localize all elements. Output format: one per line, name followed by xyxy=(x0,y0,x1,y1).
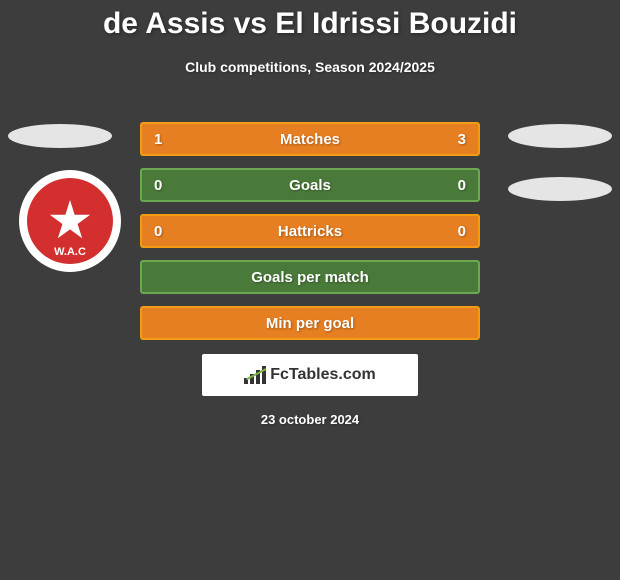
player1-club-emblem-2: W.A.C xyxy=(19,170,121,272)
player2-club-emblem-placeholder-1 xyxy=(508,124,612,148)
page-title: de Assis vs El Idrissi Bouzidi xyxy=(0,0,620,41)
stat-label: Hattricks xyxy=(278,223,342,240)
stat-label: Goals per match xyxy=(251,269,369,286)
stat-left-value: 0 xyxy=(154,223,162,240)
star-icon xyxy=(49,200,91,242)
stat-right-value: 0 xyxy=(458,177,466,194)
stat-row-goals: 0 Goals 0 xyxy=(140,168,480,202)
subtitle: Club competitions, Season 2024/2025 xyxy=(0,59,620,75)
player1-club-emblem-placeholder-1 xyxy=(8,124,112,148)
date-text: 23 october 2024 xyxy=(0,412,620,427)
stat-row-min-per-goal: Min per goal xyxy=(140,306,480,340)
chart-icon xyxy=(244,366,266,384)
stats-container: 1 Matches 3 0 Goals 0 0 Hattricks 0 Goal… xyxy=(140,122,480,352)
wac-emblem: W.A.C xyxy=(27,178,113,264)
stat-row-goals-per-match: Goals per match xyxy=(140,260,480,294)
stat-left-value: 1 xyxy=(154,131,162,148)
brand-text: FcTables.com xyxy=(270,366,376,384)
stat-row-hattricks: 0 Hattricks 0 xyxy=(140,214,480,248)
player2-club-emblem-placeholder-2 xyxy=(508,177,612,201)
emblem-text: W.A.C xyxy=(54,246,86,258)
stat-label: Min per goal xyxy=(266,315,354,332)
stat-label: Goals xyxy=(289,177,331,194)
stat-right-value: 0 xyxy=(458,223,466,240)
stat-right-value: 3 xyxy=(458,131,466,148)
stat-row-matches: 1 Matches 3 xyxy=(140,122,480,156)
stat-left-value: 0 xyxy=(154,177,162,194)
brand-box[interactable]: FcTables.com xyxy=(202,354,418,396)
stat-label: Matches xyxy=(280,131,340,148)
